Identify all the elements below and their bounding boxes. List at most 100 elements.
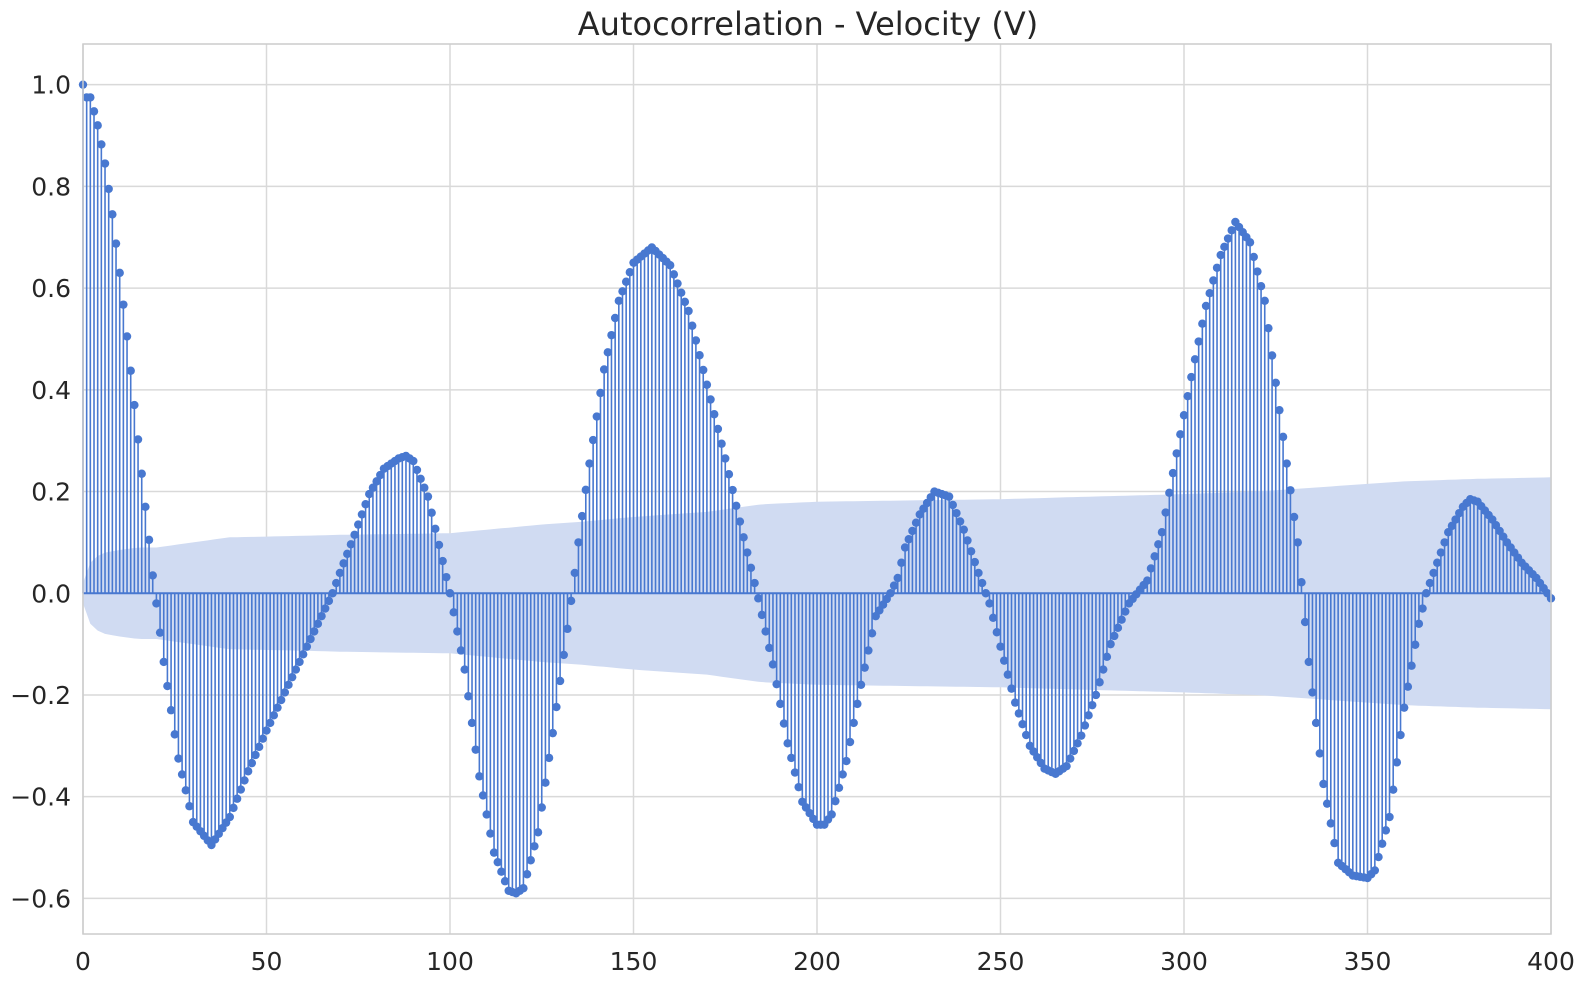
- acf-point: [706, 395, 715, 404]
- acf-point: [361, 500, 370, 509]
- acf-point: [1091, 690, 1101, 700]
- acf-point: [471, 745, 480, 754]
- acf-point: [1187, 372, 1196, 382]
- acf-point: [313, 619, 323, 628]
- acf-point: [170, 730, 179, 739]
- y-tick-label: −0.4: [10, 783, 71, 812]
- x-tick-label: 350: [1344, 947, 1392, 976]
- acf-point: [324, 596, 334, 606]
- acf-point: [732, 501, 741, 510]
- y-axis: 1.0 0.8 0.6 0.4 0.2 0.0 −0.2 −0.4 −0.6: [10, 71, 71, 914]
- acf-point: [603, 348, 613, 357]
- acf-point: [996, 642, 1005, 651]
- acf-point: [761, 627, 770, 636]
- acf-point: [1227, 226, 1236, 235]
- acf-point: [988, 613, 998, 623]
- acf-point: [1440, 538, 1449, 547]
- acf-point: [434, 540, 444, 550]
- acf-point: [269, 711, 279, 720]
- y-tick-label: 1.0: [31, 71, 71, 100]
- acf-point: [596, 388, 605, 398]
- acf-point: [251, 750, 260, 760]
- acf-point: [699, 365, 708, 375]
- acf-point: [754, 594, 763, 603]
- acf-point: [889, 581, 899, 590]
- acf-point: [1370, 866, 1380, 875]
- acf-point: [119, 300, 128, 309]
- acf-point: [1073, 739, 1082, 748]
- acf-point: [787, 753, 796, 763]
- acf-point: [299, 650, 308, 659]
- acf-point: [431, 524, 440, 534]
- acf-point: [409, 456, 418, 466]
- x-tick-label: 400: [1527, 947, 1575, 976]
- acf-point: [376, 470, 385, 480]
- acf-point: [357, 510, 367, 519]
- acf-point: [1003, 670, 1013, 679]
- acf-point: [533, 828, 543, 837]
- acf-point: [794, 782, 803, 792]
- acf-point: [607, 330, 616, 340]
- acf-point: [1110, 631, 1119, 641]
- acf-point: [992, 628, 1002, 637]
- acf-point: [1385, 812, 1394, 822]
- acf-point: [1249, 252, 1258, 262]
- acf-point: [974, 568, 983, 578]
- acf-point: [908, 526, 917, 536]
- acf-point: [166, 706, 176, 715]
- acf-point: [93, 121, 102, 130]
- x-tick-label: 250: [977, 947, 1025, 976]
- acf-point: [1260, 296, 1269, 306]
- acf-point: [287, 672, 297, 682]
- acf-point: [144, 535, 154, 545]
- acf-point: [776, 699, 785, 709]
- acf-point: [999, 656, 1009, 665]
- acf-point: [702, 380, 712, 389]
- acf-point: [691, 336, 701, 345]
- acf-point: [1297, 578, 1306, 587]
- acf-point: [827, 810, 836, 819]
- acf-point: [1429, 568, 1438, 578]
- acf-point: [621, 277, 631, 286]
- acf-point: [1286, 486, 1295, 495]
- acf-point: [757, 610, 767, 620]
- acf-point: [1150, 552, 1159, 561]
- acf-point: [845, 737, 855, 747]
- acf-point: [225, 812, 234, 822]
- acf-point: [765, 643, 774, 653]
- acf-point: [834, 783, 844, 792]
- x-axis: 0 50 100 150 200 250 300 350 400: [75, 947, 1575, 976]
- acf-point: [1007, 684, 1016, 693]
- acf-point: [555, 676, 565, 686]
- acf-point: [867, 629, 877, 638]
- acf-point: [552, 702, 561, 712]
- x-tick-label: 300: [1160, 947, 1208, 976]
- acf-point: [467, 718, 477, 728]
- acf-point: [89, 107, 99, 116]
- acf-point: [1143, 576, 1152, 585]
- acf-point: [416, 474, 425, 484]
- acf-point: [1425, 578, 1435, 588]
- acf-point: [1253, 267, 1262, 276]
- acf-point: [1088, 700, 1097, 710]
- acf-point: [104, 184, 113, 194]
- acf-point: [1205, 289, 1214, 298]
- y-tick-label: 0.6: [31, 274, 71, 303]
- acf-point: [460, 665, 469, 674]
- acf-point: [724, 470, 734, 479]
- acf-point: [302, 642, 312, 651]
- acf-point: [588, 435, 598, 445]
- acf-point: [717, 439, 726, 448]
- acf-point: [963, 536, 972, 545]
- acf-point: [599, 365, 609, 374]
- acf-point: [680, 297, 690, 307]
- acf-point: [1451, 515, 1460, 524]
- acf-point: [750, 578, 759, 588]
- acf-point: [1069, 746, 1079, 756]
- acf-point: [1311, 718, 1321, 728]
- acf-point: [864, 646, 873, 655]
- acf-point: [111, 239, 121, 248]
- acf-point: [728, 485, 737, 495]
- chart-title: Autocorrelation - Velocity (V): [578, 5, 1038, 43]
- acf-point: [1095, 678, 1104, 687]
